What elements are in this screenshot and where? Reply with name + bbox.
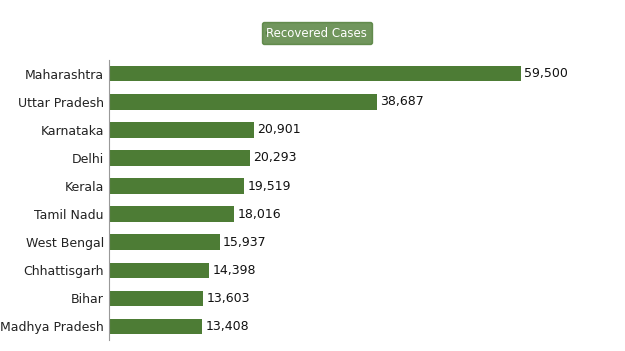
Text: 15,937: 15,937	[223, 236, 267, 249]
Legend: Recovered Cases: Recovered Cases	[262, 22, 372, 45]
Bar	[109, 122, 254, 138]
Text: 59,500: 59,500	[524, 67, 568, 80]
Text: 13,408: 13,408	[206, 320, 249, 333]
Bar	[109, 66, 521, 81]
Bar	[109, 234, 219, 250]
Bar	[109, 319, 202, 334]
Bar	[109, 178, 244, 194]
Bar	[109, 150, 250, 166]
Text: 13,603: 13,603	[207, 292, 251, 305]
Text: 73% of new recovered cases reported in 10 States: 73% of new recovered cases reported in 1…	[0, 13, 625, 38]
Text: 18,016: 18,016	[238, 207, 281, 221]
Text: 20,293: 20,293	[253, 151, 297, 165]
Text: 38,687: 38,687	[381, 95, 424, 108]
Bar	[109, 94, 377, 110]
Bar	[109, 291, 204, 306]
Text: 20,901: 20,901	[258, 123, 301, 137]
Text: 14,398: 14,398	[213, 264, 256, 277]
Bar	[109, 263, 209, 278]
Text: 19,519: 19,519	[248, 179, 291, 193]
Bar	[109, 206, 234, 222]
